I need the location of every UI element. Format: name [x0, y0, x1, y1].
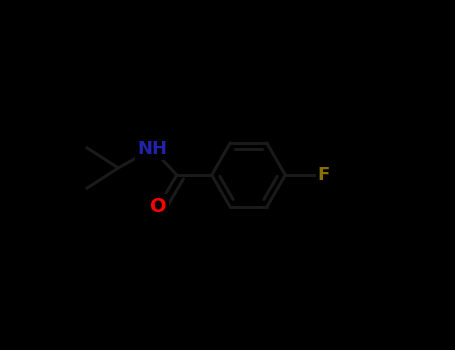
Text: O: O	[150, 197, 167, 216]
Text: NH: NH	[137, 140, 167, 158]
Text: F: F	[318, 166, 330, 184]
